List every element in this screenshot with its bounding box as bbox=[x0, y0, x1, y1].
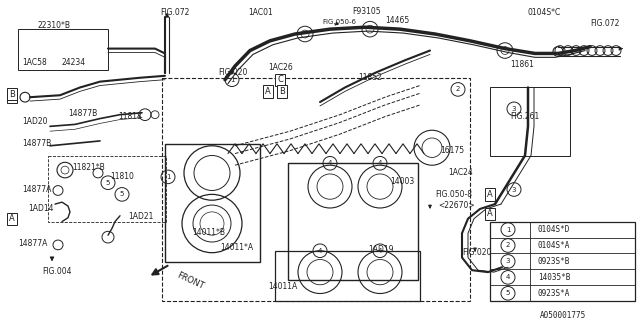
Text: 1AC01: 1AC01 bbox=[248, 8, 273, 17]
Text: 14003: 14003 bbox=[390, 177, 414, 186]
Text: 14011A: 14011A bbox=[268, 282, 297, 291]
Text: 11852: 11852 bbox=[358, 73, 382, 82]
Text: FIG.004: FIG.004 bbox=[42, 267, 72, 276]
Text: 5: 5 bbox=[506, 290, 510, 296]
Text: C: C bbox=[277, 75, 283, 84]
Text: 16175: 16175 bbox=[440, 146, 464, 155]
Text: 1AD20: 1AD20 bbox=[22, 116, 47, 126]
Text: 4: 4 bbox=[378, 248, 382, 254]
Text: 1AD14: 1AD14 bbox=[28, 204, 54, 213]
Text: 11818: 11818 bbox=[118, 112, 141, 121]
Text: 14877A: 14877A bbox=[22, 185, 51, 194]
Bar bbox=[48, 156, 166, 221]
Text: FIG.020: FIG.020 bbox=[218, 68, 248, 77]
Text: FIG.261: FIG.261 bbox=[510, 112, 540, 121]
Text: B: B bbox=[279, 87, 285, 96]
Text: 1AC58: 1AC58 bbox=[22, 58, 47, 67]
Bar bbox=[490, 221, 635, 301]
Text: 11810: 11810 bbox=[110, 172, 134, 181]
Text: 0923S*A: 0923S*A bbox=[538, 289, 570, 298]
Text: 14465: 14465 bbox=[385, 16, 409, 25]
Text: 1AD21: 1AD21 bbox=[128, 212, 154, 221]
Bar bbox=[275, 251, 420, 301]
Text: 4: 4 bbox=[506, 274, 510, 280]
Text: 1: 1 bbox=[166, 174, 170, 180]
Text: 14877B: 14877B bbox=[22, 139, 51, 148]
Text: 1: 1 bbox=[506, 227, 510, 233]
Text: 4: 4 bbox=[328, 160, 332, 166]
Text: 22310*B: 22310*B bbox=[38, 21, 71, 30]
Text: 1AC24: 1AC24 bbox=[448, 168, 473, 177]
Text: 3: 3 bbox=[512, 106, 516, 112]
Text: A: A bbox=[265, 87, 271, 96]
Text: 11861: 11861 bbox=[510, 60, 534, 69]
Text: FIG.050-8: FIG.050-8 bbox=[435, 189, 472, 198]
Text: FRONT: FRONT bbox=[175, 270, 205, 291]
Text: 5: 5 bbox=[120, 191, 124, 197]
Text: 0104S*C: 0104S*C bbox=[528, 8, 561, 17]
Text: 14877B: 14877B bbox=[68, 109, 97, 118]
Bar bbox=[18, 29, 108, 70]
Text: A: A bbox=[487, 209, 493, 218]
Text: FIG.072: FIG.072 bbox=[160, 8, 189, 17]
Text: 1AC26: 1AC26 bbox=[268, 63, 292, 72]
Text: <22670>: <22670> bbox=[438, 201, 475, 210]
Text: 1AD19: 1AD19 bbox=[368, 245, 394, 254]
Text: 3: 3 bbox=[512, 187, 516, 193]
Text: 0104S*D: 0104S*D bbox=[538, 225, 570, 234]
Bar bbox=[490, 87, 570, 156]
Text: 1: 1 bbox=[230, 77, 234, 83]
Text: 11821*B: 11821*B bbox=[72, 163, 105, 172]
Text: FIG.072: FIG.072 bbox=[590, 20, 620, 28]
Text: 0923S*B: 0923S*B bbox=[538, 257, 570, 266]
Text: A050001775: A050001775 bbox=[540, 311, 586, 320]
Text: B: B bbox=[9, 90, 15, 99]
Text: 24234: 24234 bbox=[62, 58, 86, 67]
Text: FIG.050-6: FIG.050-6 bbox=[322, 20, 356, 25]
Text: 14035*B: 14035*B bbox=[538, 273, 570, 282]
Text: 4: 4 bbox=[378, 160, 382, 166]
Text: 2: 2 bbox=[506, 243, 510, 249]
Text: 14877A: 14877A bbox=[18, 239, 47, 248]
Bar bbox=[162, 78, 470, 301]
Text: FIG.020: FIG.020 bbox=[462, 248, 492, 257]
Text: 2: 2 bbox=[456, 86, 460, 92]
Text: 5: 5 bbox=[106, 180, 110, 186]
Text: 4: 4 bbox=[318, 248, 322, 254]
Text: F93105: F93105 bbox=[352, 7, 381, 16]
Text: A: A bbox=[9, 214, 15, 223]
Text: B: B bbox=[9, 93, 15, 102]
Text: 14011*B: 14011*B bbox=[192, 228, 225, 237]
Text: 3: 3 bbox=[506, 259, 510, 264]
Text: 14011*A: 14011*A bbox=[220, 243, 253, 252]
Bar bbox=[165, 144, 260, 262]
Text: A: A bbox=[487, 190, 493, 199]
Bar bbox=[288, 163, 418, 280]
Text: 0104S*A: 0104S*A bbox=[538, 241, 570, 250]
